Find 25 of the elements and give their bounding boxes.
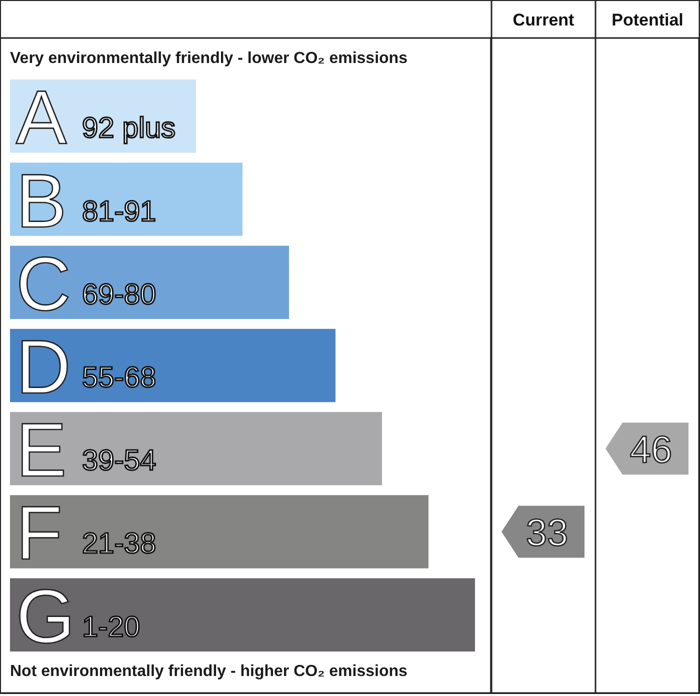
- bar: [10, 246, 289, 319]
- bar: [10, 495, 428, 568]
- y2-tick-label: 1-20: [82, 611, 140, 644]
- x-tick-label: Current: [512, 10, 575, 30]
- bar: [10, 412, 382, 486]
- y-tick-label: G: [16, 574, 76, 660]
- y2-tick-label: 92 plus: [82, 112, 176, 145]
- y-tick-label: B: [16, 158, 67, 244]
- y-tick-label: D: [16, 325, 71, 410]
- y2-tick-label: 21-38: [82, 528, 156, 560]
- data-label: 46: [630, 430, 672, 472]
- y2-tick-label: 69-80: [82, 278, 156, 311]
- bar: [10, 328, 336, 402]
- data-label: 33: [526, 512, 568, 555]
- y-tick-label: F: [16, 491, 62, 576]
- y2-tick-label: 55-68: [82, 362, 156, 394]
- bar: [10, 578, 475, 652]
- x-tick-label: Potential: [612, 10, 684, 30]
- y2-tick-label: 39-54: [82, 445, 156, 478]
- text: Not environmentally friendly - higher CO₂ emissions: [10, 663, 408, 680]
- y-tick-label: C: [16, 242, 71, 327]
- y2-tick-label: 81-91: [82, 196, 156, 228]
- chart-title: Very environmentally friendly - lower CO₂ emissions: [10, 50, 408, 67]
- y-tick-label: E: [16, 408, 67, 494]
- y-tick-label: A: [16, 76, 67, 161]
